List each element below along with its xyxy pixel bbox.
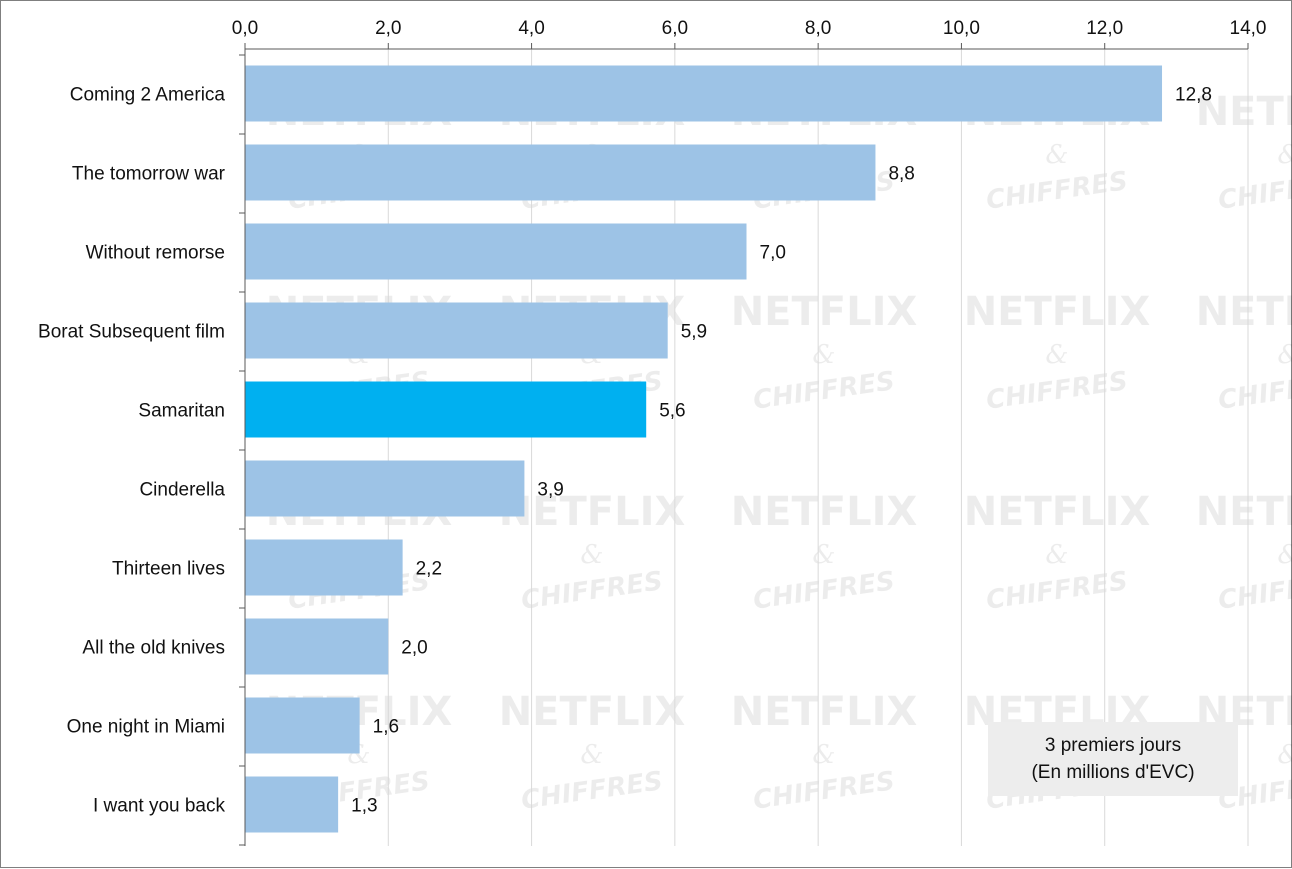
- watermark-ampersand: &: [1277, 140, 1292, 170]
- x-tick-label: 10,0: [943, 18, 980, 39]
- category-label: Thirteen lives: [112, 559, 225, 580]
- note-text: (En millions d'EVC): [1031, 762, 1194, 783]
- watermark-title: NETFLIX: [731, 689, 918, 735]
- x-tick-label: 12,0: [1086, 18, 1123, 39]
- watermark-subtitle: CHIFFRES: [984, 166, 1129, 216]
- value-label: 1,3: [351, 796, 377, 817]
- watermark-ampersand: &: [812, 540, 835, 570]
- watermark-subtitle: CHIFFRES: [984, 366, 1129, 416]
- watermark-subtitle: CHIFFRES: [751, 566, 896, 616]
- watermark-ampersand: &: [812, 340, 835, 370]
- bar: [245, 539, 403, 596]
- watermark-ampersand: &: [580, 540, 603, 570]
- value-label: 1,6: [373, 717, 399, 738]
- watermark-subtitle: CHIFFRES: [519, 766, 664, 816]
- x-tick-label: 6,0: [662, 18, 688, 39]
- bar: [245, 302, 668, 359]
- watermark-title: NETFLIX: [1196, 489, 1292, 535]
- watermark-ampersand: &: [1045, 340, 1068, 370]
- value-label: 2,0: [401, 638, 427, 659]
- watermark-ampersand: &: [1277, 740, 1292, 770]
- watermark: NETFLIX &CHIFFRES: [964, 289, 1151, 416]
- watermark-subtitle: CHIFFRES: [751, 766, 896, 816]
- labels-group: 0,0 2,0 4,0 6,0 8,0 10,0 12,0 14,0 Coming 2 Amer…: [38, 18, 1266, 817]
- watermark: NETFLIX &CHIFFRES: [1196, 289, 1292, 416]
- x-tick-label: 2,0: [375, 18, 401, 39]
- bars-group: [245, 65, 1163, 833]
- value-label: 12,8: [1175, 85, 1212, 106]
- value-label: 8,8: [888, 164, 914, 185]
- watermark-ampersand: &: [580, 740, 603, 770]
- category-label: I want you back: [93, 796, 226, 817]
- watermark-ampersand: &: [1277, 340, 1292, 370]
- watermark-subtitle: CHIFFRES: [519, 566, 664, 616]
- category-label: Without remorse: [86, 243, 225, 264]
- watermark: NETFLIX &CHIFFRES: [731, 489, 918, 616]
- category-label: Borat Subsequent film: [38, 322, 225, 343]
- watermark-ampersand: &: [1277, 540, 1292, 570]
- watermark-subtitle: CHIFFRES: [1216, 166, 1292, 216]
- x-tick-label: 8,0: [805, 18, 831, 39]
- bar: [245, 697, 360, 754]
- x-tick-label: 0,0: [232, 18, 258, 39]
- bar: [245, 618, 389, 675]
- watermark-subtitle: CHIFFRES: [984, 566, 1129, 616]
- bar: [245, 144, 876, 201]
- watermark-subtitle: CHIFFRES: [1216, 566, 1292, 616]
- category-label: All the old knives: [82, 638, 225, 659]
- category-label: Coming 2 America: [70, 85, 226, 106]
- watermark: NETFLIX &CHIFFRES: [499, 489, 686, 616]
- watermark-title: NETFLIX: [499, 489, 686, 535]
- watermark: NETFLIX &CHIFFRES: [964, 489, 1151, 616]
- watermark: NETFLIX &CHIFFRES: [1196, 489, 1292, 616]
- watermark: NETFLIX &CHIFFRES: [731, 289, 918, 416]
- watermark-title: NETFLIX: [499, 689, 686, 735]
- value-label: 5,9: [681, 322, 707, 343]
- value-label: 7,0: [760, 243, 786, 264]
- bar: [245, 381, 647, 438]
- note-text: 3 premiers jours: [1045, 735, 1181, 756]
- x-tick-label: 4,0: [518, 18, 544, 39]
- note-box: [988, 722, 1238, 796]
- watermark: NETFLIX &CHIFFRES: [731, 689, 918, 816]
- watermark-title: NETFLIX: [1196, 289, 1292, 335]
- value-label: 3,9: [537, 480, 563, 501]
- watermark-ampersand: &: [812, 740, 835, 770]
- legend-note: 3 premiers jours (En millions d'EVC): [988, 722, 1238, 796]
- watermark: NETFLIX &CHIFFRES: [1196, 89, 1292, 216]
- watermark-ampersand: &: [1045, 140, 1068, 170]
- bar: [245, 65, 1163, 122]
- value-label: 2,2: [416, 559, 442, 580]
- category-label: Cinderella: [139, 480, 225, 501]
- x-tick-label: 14,0: [1230, 18, 1267, 39]
- watermark: NETFLIX &CHIFFRES: [499, 689, 686, 816]
- watermark-title: NETFLIX: [964, 289, 1151, 335]
- watermark-subtitle: CHIFFRES: [751, 366, 896, 416]
- watermark-title: NETFLIX: [731, 489, 918, 535]
- value-label: 5,6: [659, 401, 685, 422]
- category-label: One night in Miami: [67, 717, 225, 738]
- category-label: The tomorrow war: [72, 164, 226, 185]
- watermark-title: NETFLIX: [1196, 89, 1292, 135]
- axes-group: [239, 48, 1248, 846]
- bar: [245, 460, 525, 517]
- watermark-subtitle: CHIFFRES: [1216, 366, 1292, 416]
- watermark-title: NETFLIX: [731, 289, 918, 335]
- watermark-ampersand: &: [1045, 540, 1068, 570]
- category-label: Samaritan: [138, 401, 225, 422]
- watermark-title: NETFLIX: [964, 489, 1151, 535]
- bar: [245, 776, 339, 833]
- bar: [245, 223, 747, 280]
